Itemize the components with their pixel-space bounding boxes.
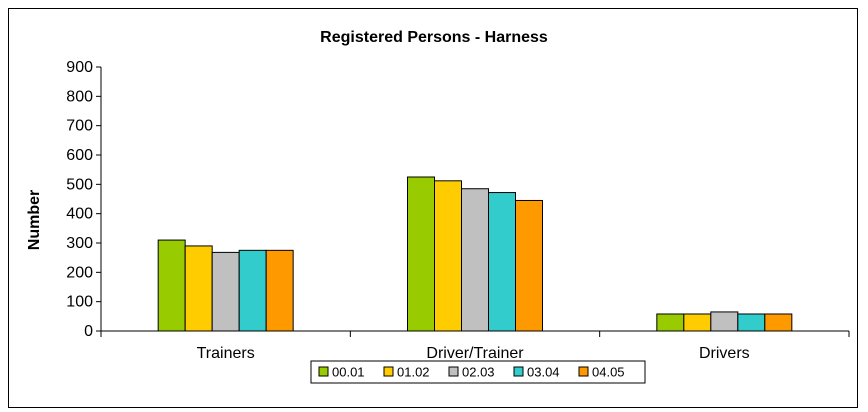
y-tick-label: 800 <box>66 88 93 105</box>
x-tick-label: Drivers <box>699 345 750 362</box>
legend-label: 01.02 <box>397 365 430 380</box>
legend-label: 02.03 <box>462 365 495 380</box>
chart-title: Registered Persons - Harness <box>320 29 548 46</box>
legend-swatch <box>383 366 394 377</box>
y-tick-label: 100 <box>66 294 93 311</box>
y-tick-label: 500 <box>66 176 93 193</box>
legend-swatch <box>513 366 524 377</box>
bar-04-05-trainers <box>265 249 294 332</box>
y-tick-label: 400 <box>66 206 93 223</box>
y-tick-label: 300 <box>66 235 93 252</box>
legend-box <box>310 360 646 384</box>
x-tick-label: Trainers <box>197 345 255 362</box>
legend-swatch <box>318 366 329 377</box>
legend-label: 04.05 <box>592 365 625 380</box>
bar-chart: Registered Persons - Harness Number 0 100… <box>26 29 850 384</box>
y-tick-label: 700 <box>66 118 93 135</box>
bar-02-03-driver-trainer <box>461 188 489 332</box>
y-tick-label: 200 <box>66 264 93 281</box>
x-tick-label: Driver/Trainer <box>426 345 524 362</box>
legend-swatch <box>578 366 589 377</box>
bar-01-02-drivers <box>683 313 712 332</box>
chart-frame: Registered Persons - Harness Number 0 100… <box>8 8 858 408</box>
y-tick-label: 0 <box>84 323 93 340</box>
bar-01-02-driver-trainer <box>434 180 462 332</box>
bar-01-02-trainers <box>184 245 213 332</box>
legend-swatch <box>448 366 459 377</box>
y-tick-label: 600 <box>66 147 93 164</box>
bar-00-01-driver-trainer <box>407 176 435 332</box>
bar-04-05-drivers <box>764 313 793 332</box>
legend-label: 00.01 <box>332 365 365 380</box>
bar-03-04-trainers <box>238 249 267 332</box>
legend-label: 03.04 <box>527 365 560 380</box>
bar-02-03-trainers <box>211 251 240 332</box>
bar-03-04-drivers <box>737 313 766 332</box>
bar-03-04-driver-trainer <box>488 192 516 332</box>
plot-area: 0 100 200 300 400 500 600 700 800 900 Trainers Driv… <box>66 59 850 362</box>
legend: 00.01 01.02 02.03 03.04 04.05 <box>310 360 646 384</box>
bar-04-05-driver-trainer <box>515 199 543 332</box>
bar-00-01-trainers <box>157 239 186 332</box>
y-axis-label: Number <box>26 190 43 250</box>
y-tick-label: 900 <box>66 59 93 76</box>
bar-00-01-drivers <box>656 313 685 332</box>
bar-02-03-drivers <box>710 311 739 332</box>
